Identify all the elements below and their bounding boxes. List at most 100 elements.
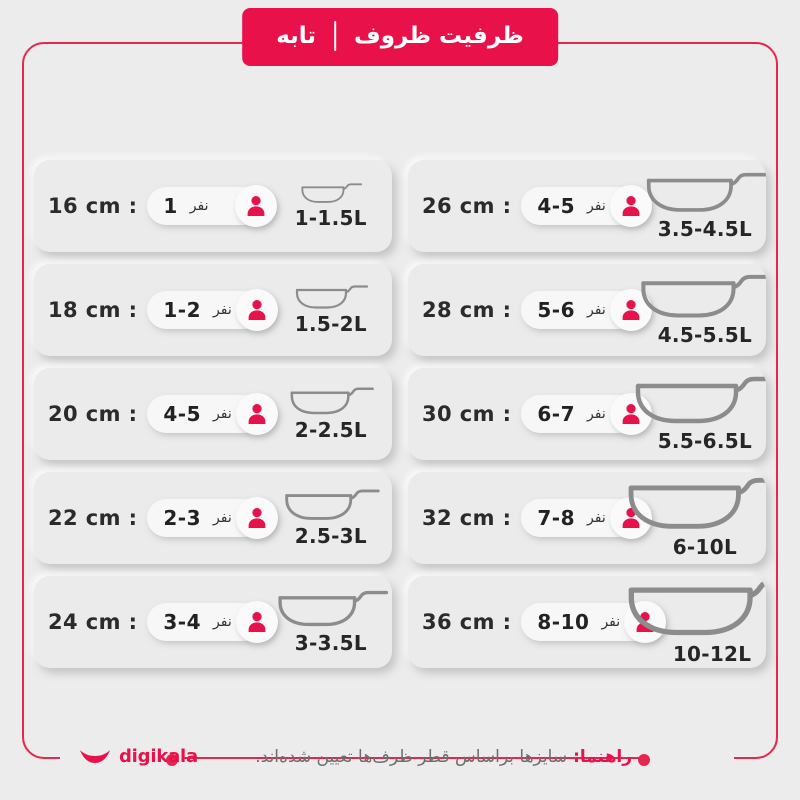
size-card[interactable]: 22 cm : 2-3 نفر 2.5-3L — [34, 472, 392, 564]
person-count: 3-4 — [163, 610, 202, 634]
size-card[interactable]: 16 cm : 1 نفر 1-1.5L — [34, 160, 392, 252]
person-count: 6-7 — [537, 402, 576, 426]
size-card[interactable]: 20 cm : 4-5 نفر 2-2.5L — [34, 368, 392, 460]
pan-illustration: 2.5-3L — [280, 489, 382, 548]
pan-icon — [296, 284, 369, 309]
capacity-pill: 4-5 نفر — [147, 393, 278, 435]
size-card[interactable]: 36 cm : 8-10 نفر 10-12L — [408, 576, 766, 668]
pan-illustration: 3.5-4.5L — [646, 172, 766, 241]
pan-icon — [646, 172, 766, 212]
pan-illustration: 10-12L — [628, 578, 766, 666]
person-badge — [235, 601, 278, 643]
size-label: 20 cm : — [48, 402, 138, 426]
page-title: ظرفیت ظروف — [354, 22, 524, 49]
person-icon — [248, 612, 266, 632]
capacity-pill: 1-2 نفر — [147, 289, 278, 331]
pan-illustration: 3-3.5L — [278, 590, 388, 655]
size-card[interactable]: 24 cm : 3-4 نفر 3-3.5L — [34, 576, 392, 668]
person-unit-label: نفر — [587, 302, 606, 318]
volume-label: 1-1.5L — [294, 205, 367, 230]
size-label: 26 cm : — [422, 194, 512, 218]
volume-label: 3.5-4.5L — [657, 216, 753, 241]
footer-caption: راهنما: سایزها براساس قطر ظرف‌ها تعیین ش… — [255, 747, 632, 767]
person-unit-label: نفر — [601, 614, 621, 630]
size-label: 16 cm : — [48, 194, 138, 218]
person-icon — [248, 404, 266, 424]
size-card[interactable]: 30 cm : 6-7 نفر 5.5-6.5L — [408, 368, 766, 460]
size-label: 18 cm : — [48, 298, 138, 322]
page-subtitle: تابه — [276, 22, 317, 49]
person-count: 4-5 — [537, 194, 576, 218]
pan-illustration: 4.5-5.5L — [641, 274, 766, 347]
person-icon — [248, 300, 266, 320]
person-icon — [622, 196, 640, 216]
capacity-pill: 4-5 نفر — [521, 185, 652, 227]
pan-icon — [629, 477, 766, 529]
size-card-column-1: 16 cm : 1 نفر 1-1.5L 18 cm : 1-2 نفر 1.5-2L 20 c… — [34, 160, 392, 668]
pan-icon — [635, 376, 766, 423]
person-badge — [235, 185, 278, 227]
size-label: 28 cm : — [422, 298, 512, 322]
size-card[interactable]: 28 cm : 5-6 نفر 4.5-5.5L — [408, 264, 766, 356]
pan-icon — [278, 590, 388, 626]
size-label: 22 cm : — [48, 506, 138, 530]
frame-gap-left — [60, 750, 182, 768]
footer: digikala راهنما: سایزها براساس قطر ظرف‌ه… — [0, 740, 800, 774]
header-banner: ظرفیت ظروف تابه — [242, 8, 558, 66]
caption-key: راهنما: — [573, 747, 632, 767]
person-badge — [235, 289, 278, 331]
person-unit-label: نفر — [189, 198, 209, 214]
person-badge — [235, 393, 278, 435]
capacity-pill: 3-4 نفر — [147, 601, 278, 643]
capacity-pill: 2-3 نفر — [147, 497, 278, 539]
person-count: 1 — [163, 194, 178, 218]
person-icon — [622, 300, 640, 320]
volume-label: 2-2.5L — [294, 417, 367, 442]
person-icon — [622, 508, 640, 528]
pan-icon — [641, 274, 766, 318]
size-card[interactable]: 18 cm : 1-2 نفر 1.5-2L — [34, 264, 392, 356]
capacity-pill: 5-6 نفر — [521, 289, 652, 331]
person-unit-label: نفر — [587, 198, 606, 214]
person-count: 1-2 — [163, 298, 202, 322]
size-label: 30 cm : — [422, 402, 512, 426]
person-badge — [609, 393, 652, 435]
size-label: 36 cm : — [422, 610, 512, 634]
size-card[interactable]: 26 cm : 4-5 نفر 3.5-4.5L — [408, 160, 766, 252]
pan-icon — [628, 579, 766, 636]
person-count: 2-3 — [163, 506, 202, 530]
capacity-pill: 1 نفر — [147, 185, 278, 227]
person-count: 4-5 — [163, 402, 202, 426]
banner-separator — [334, 21, 337, 51]
person-icon — [622, 404, 640, 424]
digikala-wordmark: digikala — [119, 746, 198, 767]
pan-illustration: 2-2.5L — [280, 386, 382, 442]
frame-dot-right — [638, 753, 650, 766]
size-card-grid: 16 cm : 1 نفر 1-1.5L 18 cm : 1-2 نفر 1.5-2L 20 c… — [34, 160, 766, 668]
person-count: 7-8 — [537, 506, 576, 530]
volume-label: 4.5-5.5L — [657, 322, 753, 347]
volume-label: 2.5-3L — [294, 523, 367, 548]
pan-illustration: 1.5-2L — [280, 284, 382, 336]
person-count: 8-10 — [537, 610, 590, 634]
person-badge — [609, 185, 652, 227]
person-icon — [247, 196, 265, 216]
person-count: 5-6 — [537, 298, 576, 322]
capacity-pill: 6-7 نفر — [521, 393, 652, 435]
pan-illustration: 6-10L — [629, 477, 766, 559]
size-card[interactable]: 32 cm : 7-8 نفر 6-10L — [408, 472, 766, 564]
frame-gap-right — [644, 750, 734, 768]
volume-label: 3-3.5L — [294, 630, 367, 655]
size-label: 32 cm : — [422, 506, 512, 530]
pan-icon — [301, 182, 363, 203]
person-unit-label: نفر — [213, 302, 232, 318]
size-label: 24 cm : — [48, 610, 138, 634]
caption-text: سایزها براساس قطر ظرف‌ها تعیین شده‌اند. — [255, 747, 568, 767]
frame-dot-left — [166, 753, 178, 766]
pan-illustration: 5.5-6.5L — [635, 376, 766, 453]
person-unit-label: نفر — [587, 510, 606, 526]
digikala-logo[interactable]: digikala — [78, 747, 198, 767]
pan-icon — [290, 386, 375, 414]
pan-illustration: 1-1.5L — [279, 182, 382, 230]
